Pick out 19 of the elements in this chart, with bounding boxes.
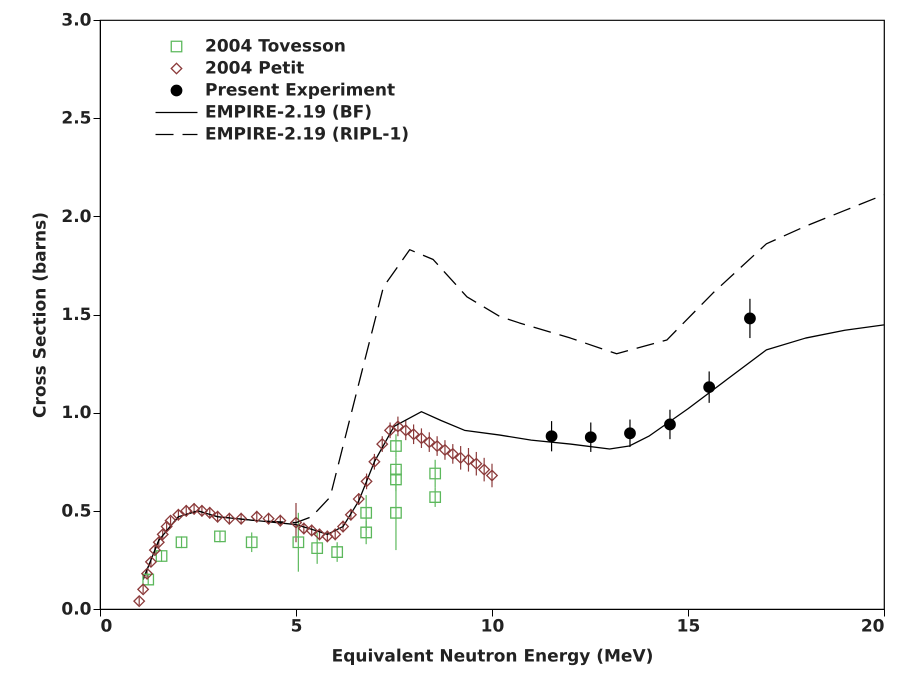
y-tick-label: 0.5 <box>61 501 92 522</box>
y-tick-label: 0.0 <box>61 600 92 620</box>
y-tick-label: 2.5 <box>61 108 92 129</box>
y-tick-label: 1.0 <box>61 403 92 424</box>
legend-label: Present Experiment <box>205 80 396 100</box>
legend-label: 2004 Tovesson <box>205 36 346 56</box>
x-tick-label: 5 <box>290 616 302 636</box>
y-axis-title: Cross Section (barns) <box>30 212 50 418</box>
x-tick-label: 15 <box>676 616 700 636</box>
legend-label: EMPIRE-2.19 (BF) <box>205 102 372 122</box>
x-axis-title: Equivalent Neutron Energy (MeV) <box>332 646 654 666</box>
x-tick-label: 10 <box>480 616 504 636</box>
x-tick-label: 20 <box>860 616 885 636</box>
x-tick-label: 0 <box>100 616 112 636</box>
y-tick-label: 3.0 <box>61 10 92 30</box>
legend-label: EMPIRE-2.19 (RIPL-1) <box>205 124 410 144</box>
legend-label: 2004 Petit <box>205 58 304 78</box>
y-tick-label: 1.5 <box>61 305 92 325</box>
y-tick-label: 2.0 <box>61 206 92 227</box>
